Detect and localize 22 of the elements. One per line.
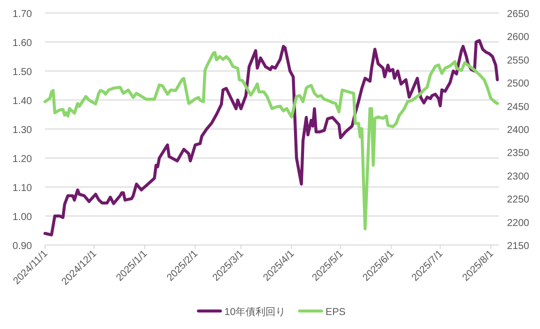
y2-tick-label: 2650: [507, 9, 530, 20]
y-tick-label: 1.20: [12, 154, 32, 165]
legend-label: EPS: [326, 307, 346, 318]
y-tick-label: 0.90: [12, 241, 32, 252]
y-tick-label: 1.40: [12, 96, 32, 107]
legend-label: 10年債利回り: [224, 306, 286, 318]
y2-tick-label: 2300: [507, 171, 530, 182]
y2-tick-label: 2400: [507, 125, 530, 136]
y-tick-label: 1.70: [12, 9, 32, 20]
y-tick-label: 1.60: [12, 38, 32, 49]
y2-tick-label: 2350: [507, 148, 530, 160]
y2-tick-label: 2150: [507, 241, 530, 252]
y-tick-label: 1.10: [12, 183, 32, 194]
y2-tick-label: 2250: [507, 194, 530, 206]
y2-tick-label: 2450: [507, 102, 530, 113]
y-tick-label: 1.50: [12, 67, 32, 78]
y-tick-label: 1.30: [12, 125, 32, 136]
y2-tick-label: 2550: [507, 55, 530, 66]
y-tick-label: 1.00: [12, 212, 32, 223]
y2-tick-label: 2200: [507, 218, 530, 229]
y2-tick-label: 2600: [507, 32, 530, 44]
y2-tick-label: 2500: [507, 78, 530, 90]
